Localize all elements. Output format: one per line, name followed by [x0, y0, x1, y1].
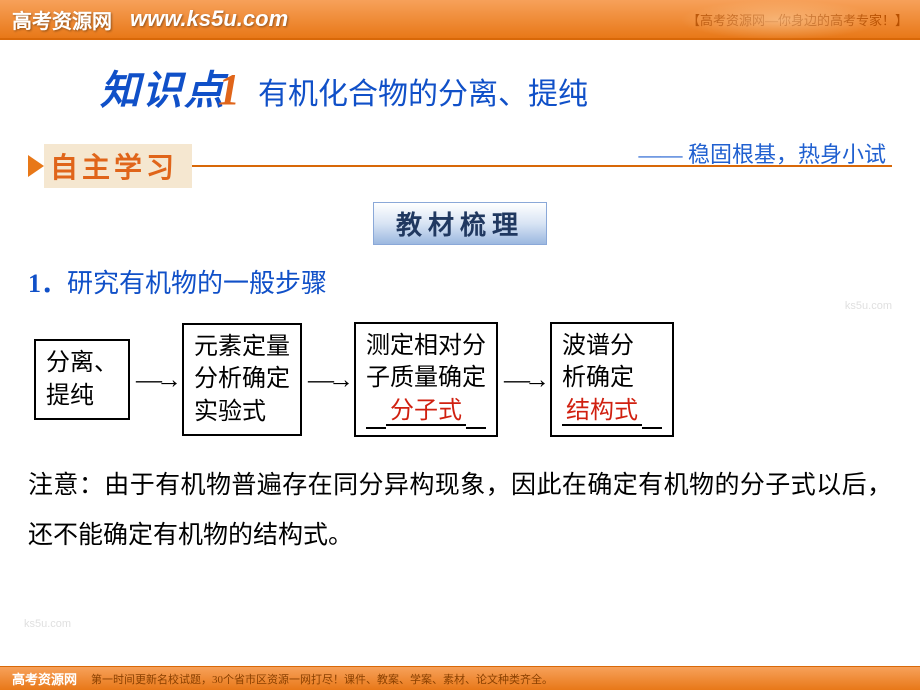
- flow-box-4-l1: 波谱分: [562, 330, 662, 362]
- section-label: 自主学习: [44, 144, 192, 188]
- slide-content: 知识点1 有机化合物的分离、提纯 自主学习 —— 稳固根基，热身小试 教材梳理 …: [0, 40, 920, 561]
- flow-box-1-l2: 提纯: [46, 380, 118, 412]
- section-arrow-icon: [28, 155, 44, 177]
- watermark-2: ks5u.com: [24, 618, 71, 630]
- section-line: —— 稳固根基，热身小试: [192, 165, 892, 167]
- flow-box-1-l1: 分离、: [46, 347, 118, 379]
- title-main: 有机化合物的分离、提纯: [258, 69, 588, 113]
- flow-arrow-1: —→: [136, 365, 176, 395]
- heading-1: 1．研究有机物的一般步骤: [28, 263, 892, 300]
- section-sub: —— 稳固根基，热身小试: [638, 137, 886, 169]
- title-num: 1: [218, 65, 240, 114]
- flow-box-4-l3: 结构式: [562, 395, 662, 429]
- banner-logo: 高考资源网: [12, 5, 112, 34]
- top-banner: 高考资源网 www.ks5u.com 【高考资源网—你身边的高考专家！】: [0, 0, 920, 40]
- flow-box-1: 分离、 提纯: [34, 339, 130, 420]
- section-bar: 自主学习 —— 稳固根基，热身小试: [28, 144, 892, 188]
- heading-text: 研究有机物的一般步骤: [67, 269, 327, 298]
- flow-box-4-l2: 析确定: [562, 362, 662, 394]
- subheader-wrap: 教材梳理: [28, 202, 892, 245]
- title-prefix: 知识点: [100, 69, 226, 113]
- heading-num: 1．: [28, 269, 67, 298]
- title-prefix-group: 知识点1: [100, 58, 240, 116]
- title-row: 知识点1 有机化合物的分离、提纯: [100, 58, 892, 116]
- bottom-text: 第一时间更新名校试题，30个省市区资源一网打尽！课件、教案、学案、素材、论文种类…: [91, 671, 908, 687]
- bottom-banner: 高考资源网 第一时间更新名校试题，30个省市区资源一网打尽！课件、教案、学案、素…: [0, 666, 920, 690]
- flow-box-3: 测定相对分 子质量确定 分子式: [354, 322, 498, 437]
- flow-box-3-l3: 分子式: [366, 395, 486, 429]
- banner-url: www.ks5u.com: [130, 6, 687, 32]
- flow-box-3-fill: 分子式: [386, 398, 466, 426]
- flow-box-2-l3: 实验式: [194, 396, 290, 428]
- flow-diagram: 分离、 提纯 —→ 元素定量 分析确定 实验式 —→ 测定相对分 子质量确定 分…: [34, 322, 892, 437]
- note-text: 注意：由于有机物普遍存在同分异构现象，因此在确定有机物的分子式以后，还不能确定有…: [28, 461, 892, 561]
- flow-box-4: 波谱分 析确定 结构式: [550, 322, 674, 437]
- flow-box-2-l2: 分析确定: [194, 363, 290, 395]
- flow-arrow-2: —→: [308, 365, 348, 395]
- flow-arrow-3: —→: [504, 365, 544, 395]
- flow-box-3-l2: 子质量确定: [366, 362, 486, 394]
- subheader: 教材梳理: [373, 202, 547, 245]
- bottom-logo: 高考资源网: [12, 669, 77, 688]
- flow-box-2-l1: 元素定量: [194, 331, 290, 363]
- flow-box-4-fill: 结构式: [562, 398, 642, 426]
- flow-box-3-l1: 测定相对分: [366, 330, 486, 362]
- banner-tagline: 【高考资源网—你身边的高考专家！】: [687, 10, 908, 29]
- flow-box-2: 元素定量 分析确定 实验式: [182, 323, 302, 436]
